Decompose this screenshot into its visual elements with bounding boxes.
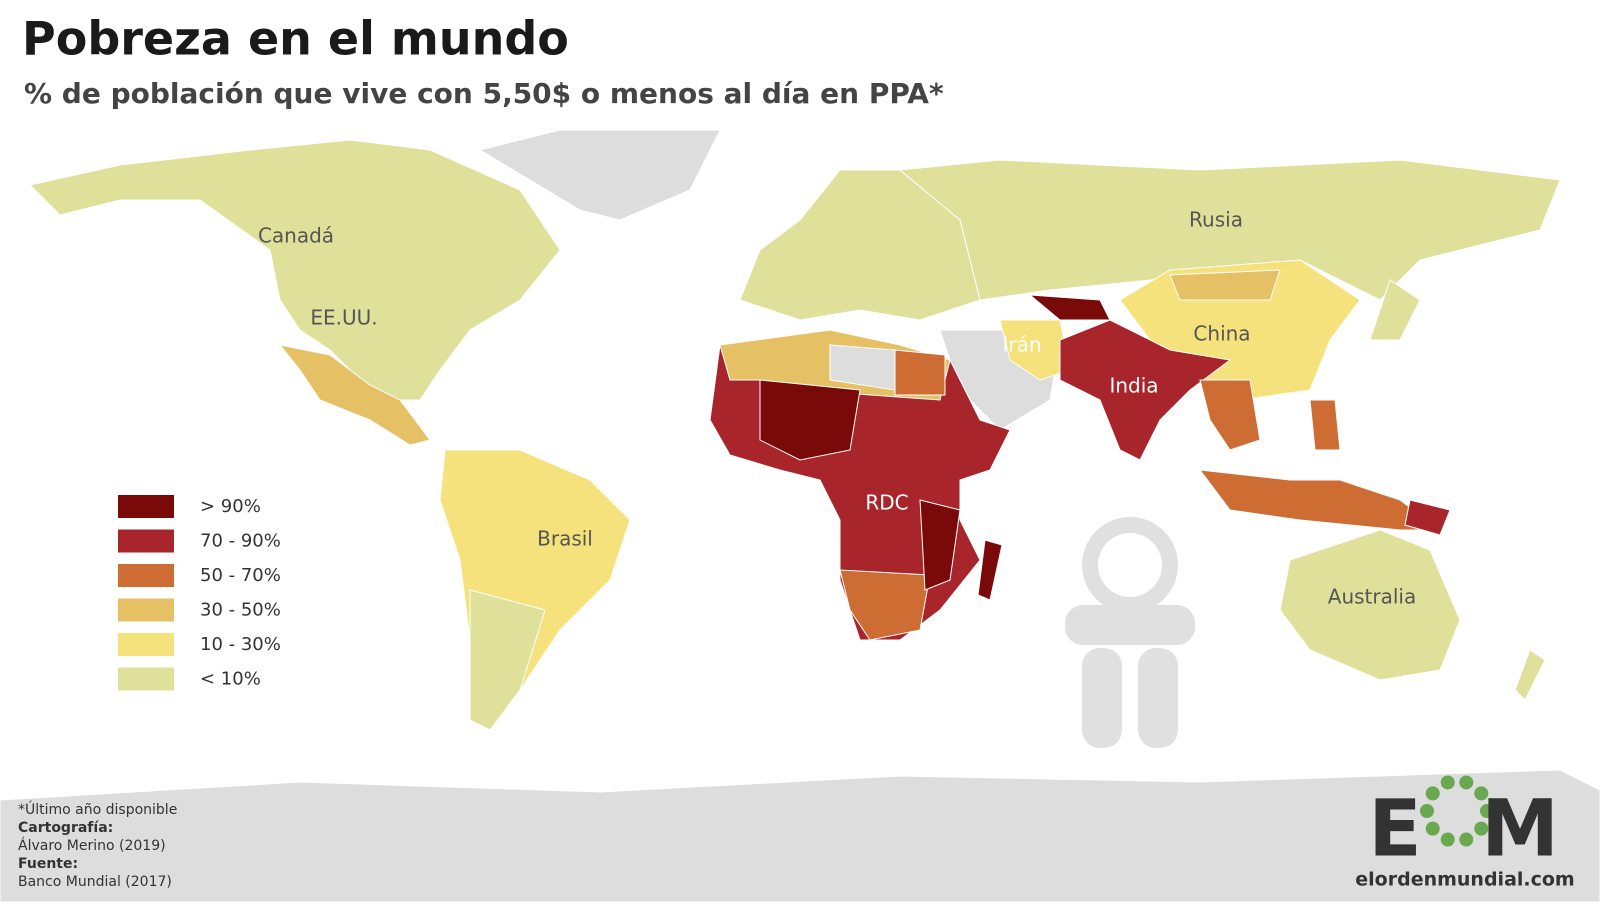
logo-dot	[1425, 821, 1440, 836]
legend-label: 50 - 70%	[200, 565, 281, 586]
source-heading: Fuente:	[18, 856, 78, 872]
south-america	[439, 449, 631, 731]
logo-dot	[1459, 775, 1474, 790]
country-label: Australia	[1328, 585, 1416, 609]
papua-new-guinea	[1404, 499, 1451, 536]
map-labels: Canadá EE.UU. Brasil Rusia China Irán India RDC…	[258, 208, 1416, 609]
russia	[898, 159, 1561, 301]
philippines	[1309, 399, 1341, 451]
southern-cone	[469, 589, 546, 731]
logo-dot	[1474, 786, 1489, 801]
legend-swatch	[118, 564, 174, 587]
logo-dot	[1474, 821, 1489, 836]
legend-swatch	[118, 667, 174, 691]
southern-africa	[839, 569, 931, 641]
legend-swatch	[118, 529, 174, 553]
logo-letter: E	[1368, 784, 1421, 874]
astronaut-icon	[1065, 517, 1195, 748]
southeast-asia	[1199, 379, 1261, 451]
mexico-central-america	[278, 344, 431, 446]
legend-swatch	[118, 598, 174, 622]
north-america	[29, 139, 561, 401]
logo: E M elordenmundial.com	[1355, 775, 1575, 891]
subtitle: % de población que vive con 5,50$ o meno…	[24, 77, 944, 110]
india	[1059, 319, 1232, 461]
legend-label: 70 - 90%	[200, 531, 281, 552]
madagascar	[977, 539, 1003, 601]
australia	[1279, 529, 1461, 681]
credit: Álvaro Merino (2019)	[18, 837, 166, 854]
basemap	[0, 129, 1600, 903]
country-label: Irán	[1002, 333, 1041, 357]
logo-site: elordenmundial.com	[1355, 869, 1574, 891]
logo-letter: M	[1481, 784, 1559, 874]
greenland	[478, 129, 721, 221]
country-label: Brasil	[537, 527, 593, 551]
logo-dot	[1440, 832, 1455, 847]
logo-dot	[1459, 832, 1474, 847]
country-label: Canadá	[258, 224, 334, 248]
indonesia	[1198, 469, 1442, 531]
credit-heading: Cartografía:	[18, 820, 113, 836]
legend-label: > 90%	[200, 496, 261, 517]
legend-label: < 10%	[200, 669, 261, 690]
logo-dot	[1420, 804, 1434, 818]
title: Pobreza en el mundo	[22, 12, 569, 66]
logo-dot	[1440, 775, 1455, 790]
logo-dot	[1425, 786, 1440, 801]
logo-ring	[1420, 775, 1494, 847]
new-zealand	[1514, 649, 1546, 701]
legend-label: 30 - 50%	[200, 600, 281, 621]
logo-dot	[1480, 804, 1494, 818]
source: Banco Mundial (2017)	[18, 874, 172, 890]
egypt	[894, 349, 946, 396]
central-asia	[1028, 294, 1111, 321]
legend-swatch	[118, 495, 174, 518]
country-label: RDC	[865, 491, 908, 515]
legend-label: 10 - 30%	[200, 634, 281, 655]
sahel	[759, 379, 861, 461]
country-label: India	[1109, 374, 1158, 398]
iran	[999, 319, 1071, 381]
footnote: *Último año disponible	[18, 800, 177, 818]
country-label: Rusia	[1189, 208, 1243, 232]
legend: > 90% 70 - 90% 50 - 70% 30 - 50% 10 - 30% < 1…	[118, 495, 281, 691]
country-label: China	[1193, 322, 1250, 346]
mongolia	[1169, 269, 1281, 301]
footer: *Último año disponible Cartografía: Álva…	[18, 800, 177, 890]
mozambique	[919, 499, 961, 591]
country-label: EE.UU.	[310, 306, 377, 330]
japan	[1369, 279, 1421, 341]
legend-swatch	[118, 633, 174, 656]
